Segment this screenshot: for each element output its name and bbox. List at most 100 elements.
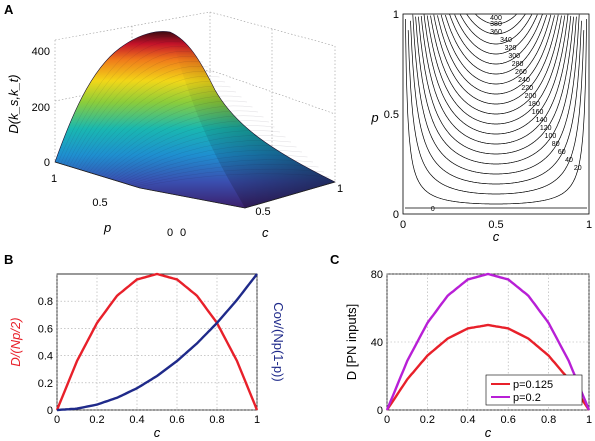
contour-line — [459, 14, 533, 45]
x-tick-label: 0.8 — [209, 414, 224, 426]
c-tick-1: 1 — [337, 183, 343, 195]
x-tick-label: 0.6 — [169, 414, 184, 426]
contour-level-label: 20 — [574, 165, 582, 172]
contour-line — [423, 14, 569, 135]
x-tick-label: 0 — [54, 414, 60, 426]
contour-line — [405, 18, 587, 205]
z-tick-400: 400 — [32, 46, 50, 58]
contour-level-label: 180 — [528, 101, 540, 108]
contour-line — [433, 14, 559, 105]
surface-z-ticks: 0 200 400 — [32, 46, 50, 169]
p-tick-0: 0 — [167, 227, 173, 239]
contour-line — [415, 16, 577, 165]
surface-c-ticks: 0 0.5 1 — [180, 183, 343, 239]
surface-c-label: c — [262, 225, 269, 240]
contour-level-label: 80 — [552, 141, 560, 148]
y-tick-label: 0.4 — [38, 351, 53, 363]
contour-line — [410, 20, 582, 185]
contour-lines: 0204060801001201401601802002202402602803… — [405, 13, 587, 213]
z-tick-0: 0 — [44, 157, 50, 169]
contour-line — [445, 14, 547, 75]
contour-line — [440, 14, 552, 85]
panel-b-series — [55, 272, 259, 412]
contour-x-ticks: 0 0.5 1 — [400, 219, 592, 231]
x-tick-label: 0.8 — [541, 414, 556, 426]
y-tick-label: 0.2 — [38, 378, 53, 390]
x-tick-label: 0 — [384, 414, 390, 426]
contour-level-label: 320 — [505, 45, 517, 52]
contour-line — [430, 15, 562, 115]
series-line-1 — [56, 273, 258, 412]
contour-level-label: 380 — [490, 21, 502, 28]
contour-y-tick-05: 0.5 — [384, 109, 399, 121]
x-tick-label: 0.2 — [89, 414, 104, 426]
contour-line — [412, 14, 580, 175]
surface-p-label: p — [103, 220, 111, 235]
z-tick-200: 200 — [32, 102, 50, 114]
y-tick-label: 0 — [377, 405, 383, 417]
contour-level-label: 100 — [545, 133, 557, 140]
legend-label-p0125: p=0.125 — [513, 379, 553, 391]
contour-level-label: 60 — [558, 149, 566, 156]
panel-c-legend: p=0.125 p=0.2 — [485, 374, 583, 406]
contour-line — [449, 13, 543, 65]
series-line-0 — [385, 323, 591, 411]
contour-level-label: 160 — [532, 109, 544, 116]
contour-level-label: 240 — [518, 77, 530, 84]
contour-line — [420, 15, 572, 145]
contour-level-label: 260 — [515, 69, 527, 76]
panel-a-label: A — [4, 2, 14, 17]
panel-b-x-ticks: 0 0.2 0.4 0.6 0.8 1 — [54, 414, 260, 426]
contour-y-ticks: 0 0.5 1 — [384, 9, 399, 221]
contour-plot: 0204060801001201401601802002202402602803… — [370, 9, 592, 244]
x-tick-label: 1 — [586, 414, 592, 426]
panel-c-y-ticks: 0 40 80 — [371, 269, 383, 417]
contour-level-label: 120 — [540, 125, 552, 132]
contour-line — [418, 16, 574, 155]
x-tick-label: 0.2 — [420, 414, 435, 426]
panel-b-y-ticks: 0 0.2 0.4 0.6 0.8 — [38, 296, 53, 417]
p-tick-1: 1 — [51, 173, 57, 185]
legend-label-p02: p=0.2 — [513, 392, 541, 404]
contour-level-label: 340 — [500, 37, 512, 44]
surface-p-ticks: 1 0.5 0 — [51, 173, 173, 239]
contour-line — [437, 15, 555, 95]
contour-level-label: 220 — [521, 85, 533, 92]
panel-b-axes-box — [56, 273, 258, 411]
panel-c-x-label: c — [485, 425, 492, 440]
contour-x-tick-05: 0.5 — [488, 219, 503, 231]
panel-c-y-label: D [PN inputs] — [344, 304, 359, 381]
series-line-0 — [55, 272, 259, 411]
x-tick-label: 0.4 — [460, 414, 475, 426]
x-tick-label: 0.6 — [501, 414, 516, 426]
contour-x-tick-1: 1 — [586, 219, 592, 231]
contour-level-label: 40 — [565, 157, 573, 164]
contour-level-label: 300 — [508, 53, 520, 60]
panel-c-x-ticks: 0 0.2 0.4 0.6 0.8 1 — [384, 414, 592, 426]
series-line-1 — [385, 272, 591, 411]
surface-plot: 0 200 400 D(k_s,k_t) 1 0.5 0 p 0 0.5 1 c — [6, 11, 343, 240]
legend-box — [485, 374, 583, 406]
contour-level-label: 400 — [490, 15, 502, 22]
y-tick-label: 0.8 — [38, 296, 53, 308]
contour-x-tick-0: 0 — [400, 219, 406, 231]
contour-line — [475, 14, 517, 25]
contour-level-label: 140 — [536, 117, 548, 124]
contour-level-label: 360 — [490, 29, 502, 36]
c-tick-0: 0 — [180, 227, 186, 239]
surface-z-label: D(k_s,k_t) — [6, 74, 21, 133]
contour-level-label: 200 — [525, 93, 537, 100]
panel-b-plot: 00.20.40.60.8 0 0.2 0.4 0.6 0.8 1 c D/(Np/2) … — [8, 272, 286, 440]
contour-level-label: 0 — [431, 206, 435, 213]
contour-y-tick-1: 1 — [393, 9, 399, 21]
contour-y-tick-0: 0 — [393, 209, 399, 221]
panel-b-label: B — [4, 252, 13, 267]
panel-c-series — [385, 272, 591, 411]
x-tick-label: 0.4 — [129, 414, 144, 426]
contour-line — [426, 15, 566, 125]
y-tick-label: 80 — [371, 269, 383, 281]
contour-y-label: p — [370, 110, 378, 125]
x-tick-label: 1 — [254, 414, 260, 426]
contour-line — [454, 14, 538, 55]
